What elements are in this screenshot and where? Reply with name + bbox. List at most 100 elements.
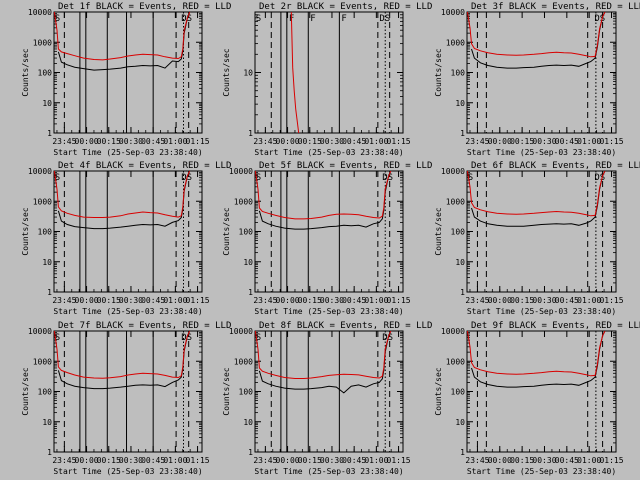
y-axis-label: Counts/sec bbox=[21, 207, 30, 255]
plot-frame bbox=[466, 170, 617, 293]
x-tick-label: 00:30 bbox=[320, 456, 344, 465]
x-tick-label: 01:15 bbox=[387, 456, 411, 465]
events-series-line bbox=[258, 331, 392, 394]
y-tick-label: 1 bbox=[47, 129, 52, 138]
detector-panel-5: Det 5f BLACK = Events, RED = LLD 1 10 100 10… bbox=[222, 161, 432, 316]
x-tick-label: 00:45 bbox=[555, 137, 579, 146]
events-series-line bbox=[57, 331, 191, 390]
x-axis-label: Start Time (25-Sep-03 23:38:40) bbox=[53, 307, 202, 316]
event-marker-label: F bbox=[341, 14, 346, 24]
x-tick-label: 23:45 bbox=[253, 137, 277, 146]
y-tick-label: 10000 bbox=[229, 327, 253, 336]
y-tick-label: 10000 bbox=[441, 8, 465, 17]
y-tick-label: 10000 bbox=[441, 327, 465, 336]
y-axis-label: Counts/sec bbox=[222, 367, 231, 415]
y-tick-label: 1000 bbox=[33, 38, 52, 47]
y-tick-label: 1 bbox=[47, 288, 52, 297]
y-tick-label: 100 bbox=[38, 69, 53, 78]
lld-series-line bbox=[54, 331, 191, 379]
x-tick-label: 00:45 bbox=[141, 296, 165, 305]
plot-frame bbox=[466, 330, 617, 453]
series-group bbox=[54, 331, 191, 390]
flag-label: S bbox=[256, 14, 261, 24]
chart-title: Det 8f BLACK = Events, RED = LLD bbox=[259, 321, 432, 331]
series-group bbox=[255, 331, 392, 394]
detector-panel-4: Det 4f BLACK = Events, RED = LLD 1 10 100 10… bbox=[21, 161, 231, 316]
x-tick-label: 23:45 bbox=[52, 456, 76, 465]
x-tick-label: 23:45 bbox=[465, 456, 489, 465]
plot-frame bbox=[466, 11, 617, 134]
events-series-line bbox=[471, 171, 606, 227]
y-tick-label: 100 bbox=[451, 228, 466, 237]
series-group bbox=[467, 171, 606, 227]
plot-frame bbox=[254, 11, 404, 134]
detector-panel-9: Det 9f BLACK = Events, RED = LLD 1 10 100 10… bbox=[434, 321, 640, 476]
y-tick-label: 10 bbox=[243, 69, 253, 78]
y-tick-label: 10000 bbox=[28, 167, 52, 176]
plot-frame bbox=[53, 330, 203, 453]
events-series-line bbox=[471, 12, 606, 69]
events-series-line bbox=[57, 171, 191, 230]
x-tick-label: 23:45 bbox=[465, 137, 489, 146]
lld-series-line bbox=[467, 331, 606, 377]
x-tick-label: 00:00 bbox=[276, 456, 300, 465]
x-tick-label: 00:15 bbox=[510, 296, 534, 305]
detector-panel-3: Det 3f BLACK = Events, RED = LLD 1 10 100 10… bbox=[434, 2, 640, 157]
x-tick-label: 01:00 bbox=[163, 456, 187, 465]
y-tick-label: 1000 bbox=[234, 357, 253, 366]
x-tick-label: 00:45 bbox=[555, 296, 579, 305]
events-series-line bbox=[471, 331, 606, 388]
y-tick-label: 1 bbox=[248, 288, 253, 297]
y-tick-label: 100 bbox=[451, 388, 466, 397]
x-tick-label: 00:00 bbox=[75, 456, 99, 465]
y-axis-label: Counts/sec bbox=[21, 48, 30, 96]
x-tick-label: 00:30 bbox=[532, 137, 556, 146]
x-axis-label: Start Time (25-Sep-03 23:38:40) bbox=[467, 307, 616, 316]
y-axis-label: Counts/sec bbox=[222, 48, 231, 96]
series-group bbox=[467, 12, 606, 69]
x-tick-label: 23:45 bbox=[253, 296, 277, 305]
x-tick-label: 00:15 bbox=[97, 137, 121, 146]
x-tick-label: 01:00 bbox=[577, 137, 601, 146]
x-tick-label: 00:30 bbox=[320, 296, 344, 305]
detector-panel-6: Det 6f BLACK = Events, RED = LLD 1 10 100 10… bbox=[434, 161, 640, 316]
y-axis-label: Counts/sec bbox=[434, 367, 443, 415]
x-tick-label: 00:00 bbox=[488, 296, 512, 305]
x-tick-label: 00:15 bbox=[97, 296, 121, 305]
y-tick-label: 10 bbox=[455, 99, 465, 108]
events-series-line bbox=[57, 12, 191, 71]
x-tick-label: 01:15 bbox=[599, 137, 623, 146]
x-tick-label: 00:15 bbox=[298, 296, 322, 305]
chart-title: Det 6f BLACK = Events, RED = LLD bbox=[471, 161, 640, 171]
y-tick-label: 10 bbox=[455, 258, 465, 267]
y-tick-label: 100 bbox=[451, 69, 466, 78]
y-tick-label: 100 bbox=[239, 388, 254, 397]
y-axis-label: Counts/sec bbox=[21, 367, 30, 415]
lld-series-line bbox=[467, 171, 606, 217]
y-tick-label: 1000 bbox=[33, 197, 52, 206]
lld-series-line bbox=[54, 171, 191, 218]
x-tick-label: 01:00 bbox=[163, 137, 187, 146]
plot-frame bbox=[53, 11, 203, 134]
x-tick-label: 00:30 bbox=[119, 456, 143, 465]
flag-label: DS bbox=[594, 14, 605, 24]
x-tick-label: 01:00 bbox=[364, 296, 388, 305]
x-tick-label: 01:15 bbox=[186, 296, 210, 305]
chart-title: Det 2r BLACK = Events, RED = LLD bbox=[259, 2, 432, 12]
y-tick-label: 1 bbox=[460, 288, 465, 297]
series-group bbox=[54, 171, 191, 230]
x-tick-label: 01:00 bbox=[163, 296, 187, 305]
flag-label: DS bbox=[379, 14, 390, 24]
y-tick-label: 1000 bbox=[446, 197, 465, 206]
y-axis-label: Counts/sec bbox=[434, 207, 443, 255]
x-tick-label: 00:30 bbox=[119, 296, 143, 305]
flag-label: DS bbox=[594, 173, 605, 183]
x-tick-label: 00:15 bbox=[510, 137, 534, 146]
x-tick-label: 01:15 bbox=[186, 456, 210, 465]
plot-frame bbox=[53, 170, 203, 293]
x-axis-label: Start Time (25-Sep-03 23:38:40) bbox=[467, 148, 616, 157]
x-tick-label: 01:15 bbox=[387, 296, 411, 305]
x-tick-label: 00:45 bbox=[342, 296, 366, 305]
series-group bbox=[54, 12, 191, 71]
x-tick-label: 00:15 bbox=[510, 456, 534, 465]
